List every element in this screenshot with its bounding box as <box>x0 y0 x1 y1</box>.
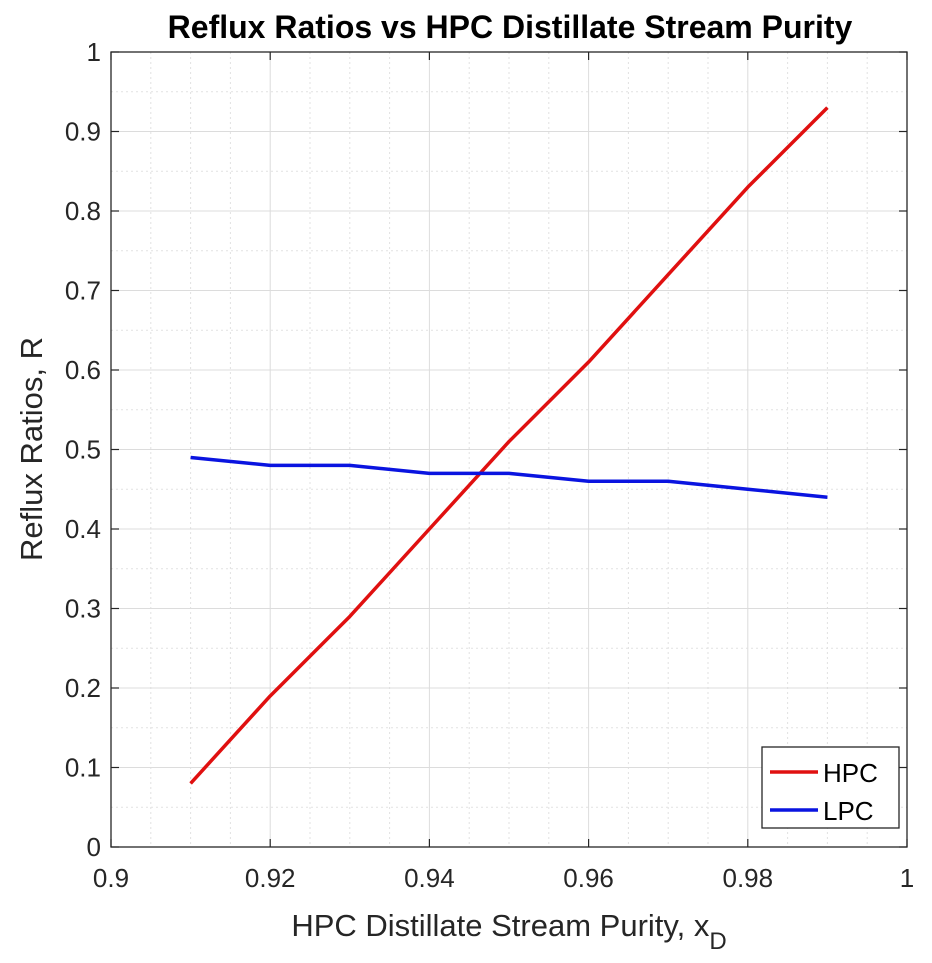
series-line-hpc <box>189 106 829 785</box>
y-tick-label: 0.6 <box>65 355 101 385</box>
x-tick-label: 0.92 <box>245 863 296 893</box>
y-tick-label: 0.3 <box>65 594 101 624</box>
x-tick-label: 1 <box>900 863 914 893</box>
y-axis-label: Reflux Ratios, R <box>14 337 49 561</box>
y-tick-label: 1 <box>87 37 101 67</box>
y-tick-label: 0.7 <box>65 276 101 306</box>
y-axis-ticks: 0 0.1 0.2 0.3 0.4 0.5 0.6 0.7 0.8 0.9 1 <box>65 37 907 862</box>
series-layer <box>189 106 829 785</box>
x-tick-label: 0.9 <box>93 863 129 893</box>
legend-label-lpc: LPC <box>823 796 874 826</box>
legend-box <box>761 746 900 829</box>
y-tick-label: 0.1 <box>65 753 101 783</box>
series-line-lpc <box>190 455 828 499</box>
x-axis-ticks: 0.9 0.92 0.94 0.96 0.98 1 <box>93 52 914 893</box>
y-tick-label: 0 <box>87 832 101 862</box>
x-tick-label: 0.94 <box>404 863 455 893</box>
major-grid <box>111 52 907 847</box>
y-tick-label: 0.2 <box>65 673 101 703</box>
x-tick-label: 0.98 <box>722 863 773 893</box>
x-axis-label: HPC Distillate Stream Purity, xD <box>291 908 726 955</box>
legend-label-hpc: HPC <box>823 758 878 788</box>
y-tick-label: 0.4 <box>65 514 101 544</box>
x-tick-label: 0.96 <box>563 863 614 893</box>
y-tick-label: 0.5 <box>65 435 101 465</box>
y-tick-label: 0.8 <box>65 196 101 226</box>
chart-title: Reflux Ratios vs HPC Distillate Stream P… <box>168 9 853 45</box>
legend: HPC LPC <box>761 746 900 829</box>
y-tick-label: 0.9 <box>65 117 101 147</box>
